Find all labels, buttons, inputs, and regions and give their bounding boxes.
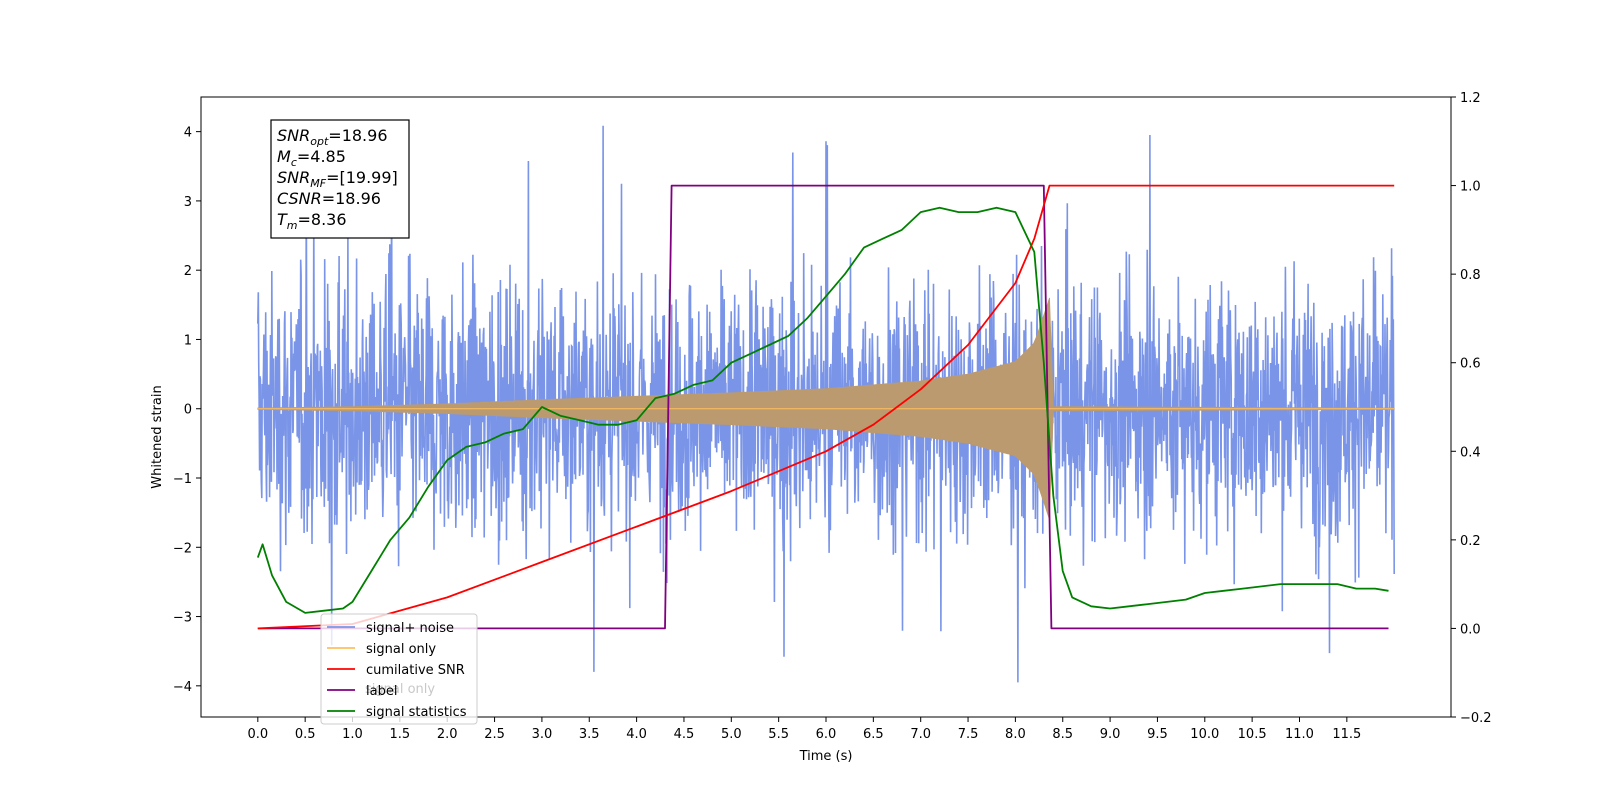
x-tick-label: 11.5 — [1332, 727, 1361, 742]
x-tick-label: 2.5 — [484, 727, 505, 742]
x-tick-label: 7.5 — [958, 727, 979, 742]
annotation-line: CSNR=18.96 — [277, 189, 381, 208]
x-tick-label: 10.0 — [1190, 727, 1219, 742]
x-tick-label: 5.5 — [768, 727, 789, 742]
plot-area — [256, 125, 1395, 683]
y-left-tick-label: 2 — [184, 264, 192, 279]
y-axis-right: −0.2 0.0 0.2 0.4 0.6 0.8 1.0 1.2 — [1451, 91, 1492, 726]
y-left-tick-label: 4 — [184, 126, 192, 141]
annotation-frame — [270, 119, 410, 239]
annotation-subscript: c — [291, 156, 297, 169]
y-right-tick-label: −0.2 — [1460, 711, 1492, 726]
legend-label: signal only — [366, 642, 436, 657]
signal-noise-series — [257, 125, 1395, 683]
x-tick-label: 8.5 — [1052, 727, 1073, 742]
annotation-value: =[19.99] — [326, 168, 398, 187]
x-tick-label: 9.5 — [1147, 727, 1168, 742]
label-line — [257, 184, 1389, 630]
annotation-value: =18.96 — [322, 189, 381, 208]
x-tick-label: 2.0 — [437, 727, 458, 742]
x-tick-label: 0.5 — [295, 727, 316, 742]
annotation-symbol: SNR — [277, 168, 310, 187]
annotation-subscript: opt — [310, 135, 329, 148]
annotation-subscript: m — [287, 219, 298, 232]
annotation-subscript: MF — [310, 177, 326, 190]
legend-label: signal statistics — [366, 705, 467, 720]
annotation-symbol: CSNR — [277, 189, 322, 208]
x-tick-label: 8.0 — [1005, 727, 1026, 742]
y-left-tick-label: 1 — [184, 333, 192, 348]
annotation-value: =18.96 — [328, 126, 387, 145]
legend-ghost-label: signal only — [365, 682, 435, 697]
y-left-tick-label: −2 — [173, 541, 192, 556]
y-left-tick-label: −3 — [173, 611, 192, 626]
annotation-value: =8.36 — [298, 210, 347, 229]
y-right-tick-label: 1.0 — [1460, 180, 1481, 195]
y-right-tick-label: 0.4 — [1460, 445, 1481, 460]
legend-label: cumilative SNR — [366, 663, 465, 678]
x-axis: 0.0 0.5 1.0 1.5 2.0 2.5 3.0 3.5 4.0 4.5 5.0 5.5 6.0 6… — [247, 717, 1361, 742]
signal-statistics-line — [256, 206, 1389, 614]
annotation-symbol: SNR — [277, 126, 310, 145]
x-axis-label: Time (s) — [799, 749, 853, 764]
x-tick-label: 7.0 — [910, 727, 931, 742]
y-axis-label: Whitened strain — [150, 385, 165, 488]
legend: signal only signal+ noise signal only cumil… — [320, 613, 478, 725]
x-tick-label: 3.5 — [579, 727, 600, 742]
annotation-symbol: T — [277, 210, 288, 229]
y-left-tick-label: 0 — [184, 403, 192, 418]
x-tick-label: 9.0 — [1100, 727, 1121, 742]
x-tick-label: 1.0 — [342, 727, 363, 742]
x-tick-label: 11.0 — [1285, 727, 1314, 742]
annotation-line: Mc=4.85 — [277, 147, 346, 169]
annotation-line: SNRopt=18.96 — [277, 126, 388, 148]
y-right-tick-label: 0.6 — [1460, 357, 1481, 372]
y-right-tick-label: 0.0 — [1460, 622, 1481, 637]
cumulative-snr-line — [257, 184, 1395, 630]
y-left-tick-label: −4 — [173, 680, 192, 695]
x-tick-label: 1.5 — [390, 727, 411, 742]
annotation-symbol: M — [277, 147, 291, 166]
x-tick-label: 6.0 — [816, 727, 837, 742]
x-tick-label: 4.0 — [626, 727, 647, 742]
y-right-tick-label: 1.2 — [1460, 91, 1481, 106]
annotation-line: SNRMF=[19.99] — [277, 168, 398, 190]
y-left-tick-label: −1 — [173, 472, 192, 487]
x-tick-label: 6.5 — [863, 727, 884, 742]
x-tick-label: 0.0 — [247, 727, 268, 742]
annotation-value: =4.85 — [297, 147, 346, 166]
legend-label: signal+ noise — [366, 621, 454, 636]
annotation-box: SNRopt=18.96Mc=4.85SNRMF=[19.99]CSNR=18.… — [270, 119, 410, 239]
x-tick-label: 5.0 — [721, 727, 742, 742]
y-axis-left: −4 −3 −2 −1 0 1 2 3 4 — [173, 126, 201, 695]
x-tick-label: 3.0 — [532, 727, 553, 742]
x-tick-label: 4.5 — [674, 727, 695, 742]
legend-label: label — [366, 684, 397, 699]
y-right-tick-label: 0.2 — [1460, 534, 1481, 549]
legend-frame — [320, 613, 478, 725]
y-right-tick-label: 0.8 — [1460, 268, 1481, 283]
signal-only-series — [257, 297, 1395, 520]
x-tick-label: 10.5 — [1238, 727, 1267, 742]
y-left-tick-label: 3 — [184, 195, 192, 210]
signal-noise-line — [257, 125, 1395, 683]
annotation-line: Tm=8.36 — [277, 210, 347, 232]
right-axis-series — [256, 184, 1395, 630]
